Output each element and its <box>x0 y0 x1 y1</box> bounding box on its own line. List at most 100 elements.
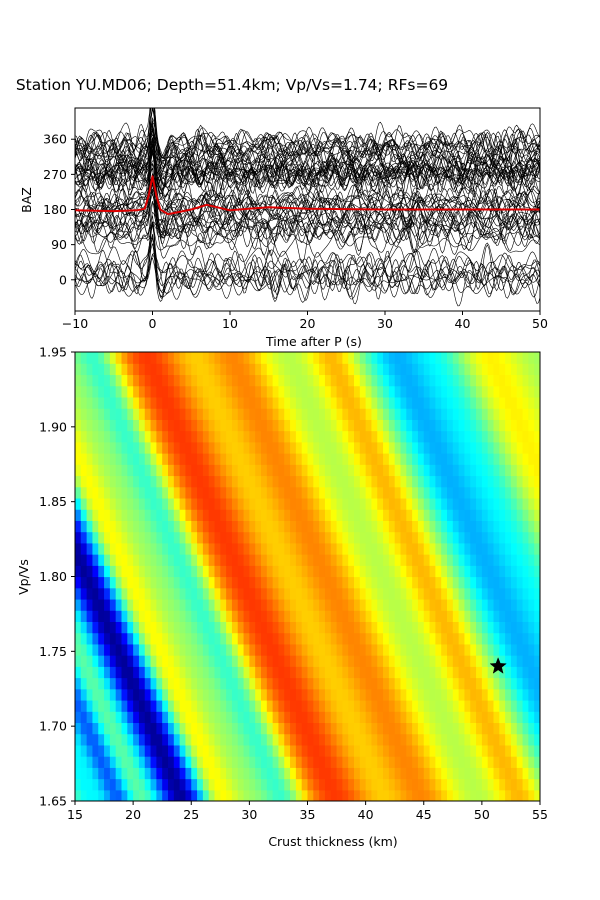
hk-cell <box>313 677 320 690</box>
hk-cell <box>173 497 181 510</box>
hk-cell <box>80 621 88 634</box>
hk-cell <box>336 610 343 622</box>
hk-cell <box>144 565 152 578</box>
hk-cell <box>307 475 314 488</box>
hk-cell <box>86 554 94 566</box>
hk-cell <box>301 576 309 589</box>
hk-cell <box>394 733 402 746</box>
hk-cell <box>481 778 489 791</box>
hk-cell <box>394 374 402 387</box>
hk-cell <box>388 419 396 432</box>
hk-cell <box>202 733 210 746</box>
hk-cell <box>377 475 384 488</box>
hk-cell <box>150 722 157 735</box>
hk-cell <box>237 565 245 578</box>
hk-cell <box>220 509 227 521</box>
hk-cell <box>534 789 540 801</box>
hk-cell <box>214 643 221 656</box>
hk-cell <box>92 352 99 364</box>
hk-cell <box>348 767 355 780</box>
hk-cell <box>191 699 198 712</box>
hk-cell <box>394 363 402 376</box>
hk-cell <box>383 677 390 690</box>
hk-cell <box>208 576 216 589</box>
hk-cell <box>272 598 280 611</box>
hk-cell <box>464 509 471 521</box>
hk-cell <box>75 733 82 746</box>
hk-cell <box>348 643 355 656</box>
hk-cell <box>313 767 320 780</box>
hk-cell <box>214 374 221 387</box>
hk-cell <box>510 778 518 791</box>
hk-cell <box>377 688 384 701</box>
hk-cell <box>388 497 396 510</box>
hk-cell <box>354 408 361 420</box>
hk-cell <box>75 464 82 477</box>
hk-cell <box>214 621 221 634</box>
hk-cell <box>336 699 343 712</box>
hk-cell <box>98 486 105 499</box>
hk-cell <box>249 385 256 398</box>
hk-cell <box>138 688 146 701</box>
hk-cell <box>534 632 540 645</box>
hk-cell <box>138 778 146 791</box>
hk-cell <box>127 430 134 443</box>
hk-cell <box>452 621 460 634</box>
hk-cell <box>348 632 355 645</box>
hk-cell <box>127 464 134 477</box>
hk-cell <box>307 554 314 566</box>
hk-cell <box>359 756 367 768</box>
hk-cell <box>365 441 373 454</box>
hk-cell <box>115 441 123 454</box>
hk-cell <box>98 554 105 566</box>
hk-cell <box>388 520 396 533</box>
hk-cell <box>80 666 88 679</box>
hk-cell <box>86 598 94 611</box>
hk-cell <box>301 733 309 746</box>
hk-cell <box>261 554 268 566</box>
hk-cell <box>86 497 94 510</box>
hk-cell <box>435 789 442 801</box>
hk-cell <box>476 419 483 432</box>
hk-cell <box>464 419 471 432</box>
hk-cell <box>452 531 460 544</box>
hk-cell <box>272 408 280 420</box>
hk-cell <box>290 408 297 420</box>
hk-cell <box>348 655 355 667</box>
hk-cell <box>144 699 152 712</box>
hk-cell <box>301 430 309 443</box>
hk-cell <box>121 666 128 679</box>
hk-cell <box>493 565 500 578</box>
hk-cell <box>476 374 483 387</box>
hk-cell <box>342 598 349 611</box>
hk-cell <box>266 441 274 454</box>
hk-cell <box>400 408 407 420</box>
hk-cell <box>86 632 94 645</box>
hk-cell <box>231 655 239 667</box>
hk-cell <box>452 464 460 477</box>
hk-cell <box>197 767 204 780</box>
hk-cell <box>336 688 343 701</box>
hk-cell <box>261 677 268 690</box>
hk-cell <box>75 778 82 791</box>
hk-cell <box>336 576 343 589</box>
hk-cell <box>406 408 413 420</box>
hk-cell <box>173 441 181 454</box>
hk-cell <box>156 621 163 634</box>
hk-cell <box>156 655 163 667</box>
hk-cell <box>290 419 297 432</box>
hk-cell <box>307 778 314 791</box>
hk-cell <box>197 363 204 376</box>
hk-cell <box>197 576 204 589</box>
hk-cell <box>243 767 250 780</box>
hk-cell <box>272 711 280 724</box>
hk-cell <box>423 453 431 465</box>
hk-cell <box>301 722 309 735</box>
hk-cell <box>481 464 489 477</box>
hk-cell <box>516 441 524 454</box>
hk-cell <box>534 677 540 690</box>
hk-cell <box>121 565 128 578</box>
hk-cell <box>452 756 460 768</box>
hk-cell <box>208 520 216 533</box>
hk-cell <box>162 722 169 735</box>
